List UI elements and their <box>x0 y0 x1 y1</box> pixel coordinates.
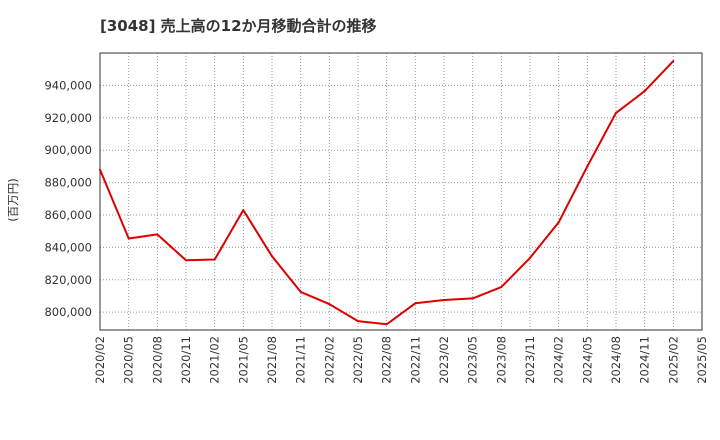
data-point <box>271 255 273 258</box>
data-point <box>156 233 159 236</box>
x-tick-label: 2023/02 <box>437 336 451 384</box>
series-group <box>99 60 675 326</box>
data-point <box>471 297 474 300</box>
y-tick-label: 860,000 <box>44 208 92 222</box>
data-point <box>242 209 245 212</box>
chart-title: [3048] 売上高の12か月移動合計の推移 <box>100 17 377 35</box>
y-axis: 800,000 820,000 840,000 860,000 880,000 900,0… <box>44 78 92 319</box>
data-point <box>328 303 331 306</box>
data-point <box>443 299 445 301</box>
y-tick-label: 840,000 <box>44 240 92 254</box>
data-point <box>357 320 359 323</box>
data-point <box>586 165 589 168</box>
x-tick-label: 2021/02 <box>208 336 222 384</box>
x-tick-label: 2024/08 <box>609 336 623 384</box>
x-tick-label: 2021/05 <box>236 336 250 384</box>
data-point <box>385 323 388 326</box>
data-point <box>500 286 503 289</box>
x-tick-label: 2020/05 <box>122 336 136 384</box>
y-tick-label: 880,000 <box>44 176 92 190</box>
data-point <box>99 168 101 171</box>
y-tick-label: 940,000 <box>44 78 92 92</box>
plot-frame <box>99 52 703 331</box>
data-point <box>672 60 675 63</box>
data-point <box>557 221 560 224</box>
x-tick-label: 2024/11 <box>638 336 652 384</box>
data-point <box>414 302 417 305</box>
x-tick-label: 2020/08 <box>150 336 164 384</box>
y-tick-label: 820,000 <box>44 273 92 287</box>
x-tick-label: 2021/08 <box>265 336 279 384</box>
y-tick-label: 800,000 <box>44 305 92 319</box>
y-tick-label: 920,000 <box>44 111 92 125</box>
data-point <box>299 290 302 293</box>
x-tick-label: 2020/11 <box>179 336 193 384</box>
x-tick-label: 2020/02 <box>93 336 107 384</box>
x-tick-label: 2025/05 <box>695 336 709 384</box>
x-tick-label: 2024/05 <box>580 336 594 384</box>
x-tick-label: 2025/02 <box>666 336 680 384</box>
x-tick-label: 2023/11 <box>523 336 537 384</box>
data-point <box>127 237 130 240</box>
x-tick-label: 2023/08 <box>494 336 508 384</box>
x-axis: 2020/02 2020/05 2020/08 2020/11 2021/02 2021/… <box>93 336 709 384</box>
x-tick-label: 2022/11 <box>408 336 422 384</box>
data-point <box>213 258 216 261</box>
y-tick-label: 900,000 <box>44 143 92 157</box>
x-tick-label: 2022/08 <box>380 336 394 384</box>
y-axis-label: (百万円) <box>6 178 20 221</box>
x-tick-label: 2024/02 <box>552 336 566 384</box>
data-point <box>615 111 617 114</box>
x-tick-label: 2023/05 <box>466 336 480 384</box>
data-point <box>529 256 531 259</box>
data-point <box>643 90 646 93</box>
x-tick-label: 2022/05 <box>351 336 365 384</box>
grid <box>100 53 702 330</box>
x-tick-label: 2021/11 <box>294 336 308 384</box>
data-point <box>185 259 187 262</box>
x-tick-label: 2022/02 <box>322 336 336 384</box>
